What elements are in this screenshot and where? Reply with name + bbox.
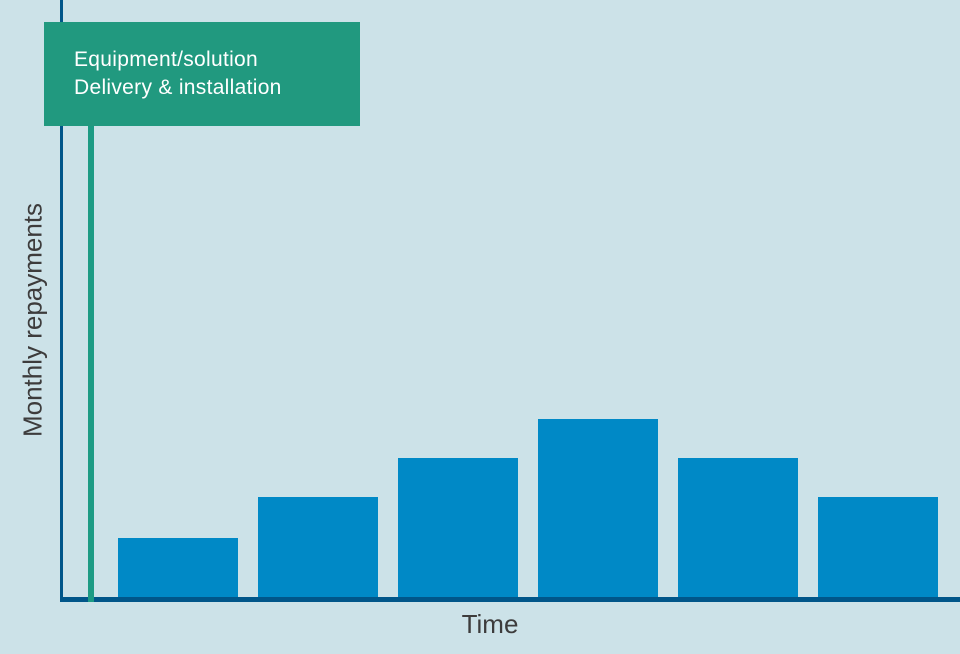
bar-6 (818, 497, 938, 597)
annotation-label: Equipment/solution Delivery & installati… (44, 22, 360, 126)
x-axis-label: Time (461, 609, 519, 639)
annotation-label-line1: Equipment/solution (74, 48, 259, 71)
bar-4 (538, 419, 658, 597)
annotation-line (88, 126, 94, 602)
x-axis-line (60, 597, 960, 602)
bar-1 (118, 538, 238, 597)
bar-5 (678, 458, 798, 597)
y-axis-line (60, 0, 63, 602)
bar-3 (398, 458, 518, 597)
y-axis-label: Monthly repayments (17, 202, 48, 438)
bar-2 (258, 497, 378, 597)
annotation-label-line2: Delivery & installation (74, 76, 282, 99)
